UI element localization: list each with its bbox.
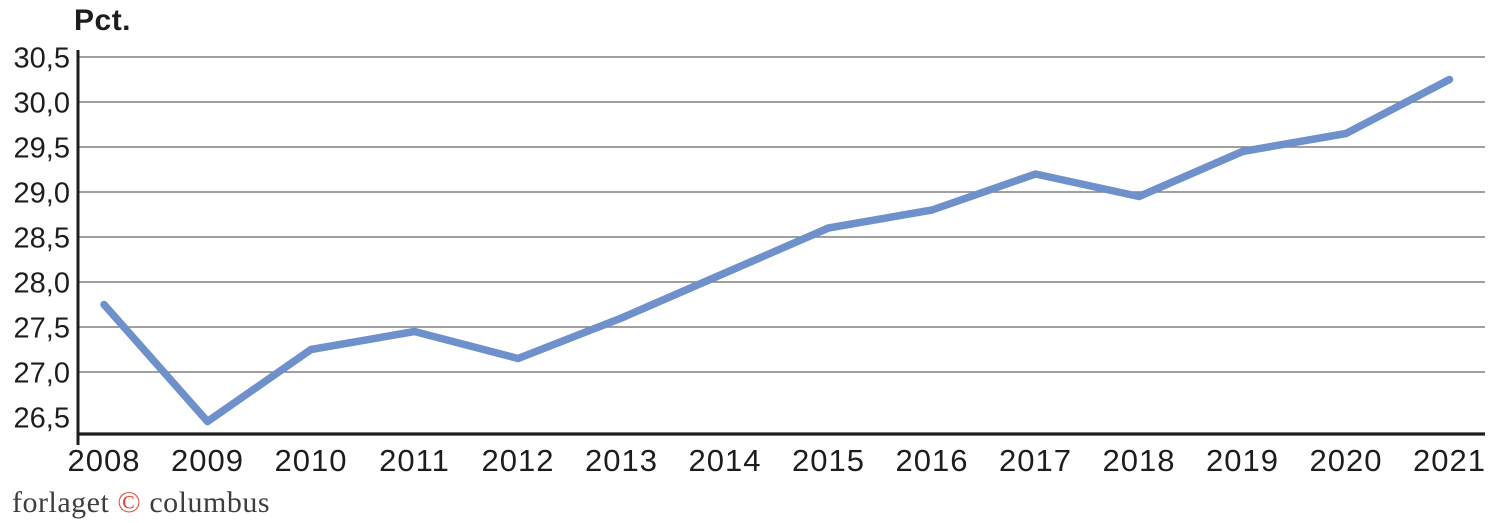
x-tick-label: 2014 bbox=[689, 443, 762, 478]
x-tick-label: 2011 bbox=[379, 443, 450, 478]
x-tick-label: 2020 bbox=[1310, 443, 1383, 478]
data-line-series bbox=[100, 75, 1454, 426]
x-tick-label: 2017 bbox=[999, 443, 1072, 478]
x-tick-label: 2009 bbox=[171, 443, 244, 478]
publisher-credit: forlaget © columbus bbox=[12, 484, 270, 520]
x-tick-label: 2013 bbox=[585, 443, 658, 478]
y-tick-label: 28,5 bbox=[14, 222, 70, 254]
publisher-credit-suffix: columbus bbox=[141, 486, 271, 519]
y-tick-label: 28,0 bbox=[14, 267, 70, 299]
x-tick-label: 2015 bbox=[792, 443, 865, 478]
y-tick-label: 30,5 bbox=[14, 42, 70, 74]
y-tick-label: 30,0 bbox=[14, 87, 70, 119]
y-tick-label: 29,0 bbox=[14, 177, 70, 209]
copyright-icon: © bbox=[117, 484, 142, 519]
y-axis-unit-label: Pct. bbox=[74, 4, 132, 37]
y-tick-label: 27,5 bbox=[14, 312, 70, 344]
publisher-credit-prefix: forlaget bbox=[12, 486, 118, 519]
x-tick-label: 2010 bbox=[275, 443, 348, 478]
x-tick-label: 2018 bbox=[1103, 443, 1176, 478]
x-tick-label: 2008 bbox=[68, 443, 141, 478]
x-tick-label: 2021 bbox=[1413, 443, 1486, 478]
y-tick-label: 29,5 bbox=[14, 132, 70, 164]
y-tick-label: 26,5 bbox=[14, 402, 70, 434]
x-tick-label: 2016 bbox=[896, 443, 969, 478]
y-tick-label: 27,0 bbox=[14, 357, 70, 389]
x-tick-label: 2019 bbox=[1206, 443, 1279, 478]
x-tick-label: 2012 bbox=[482, 443, 555, 478]
